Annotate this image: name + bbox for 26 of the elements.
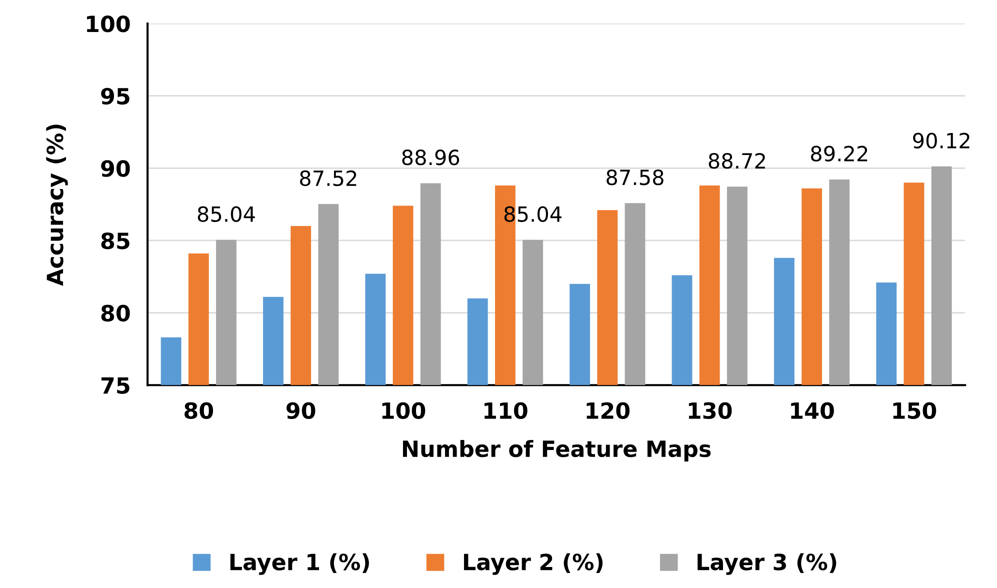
data-label: 89.22 [810, 146, 868, 162]
legend-label: Layer 3 (%) [698, 553, 836, 575]
data-label: 88.72 [708, 153, 765, 169]
y-tick-label: 95 [101, 88, 130, 105]
x-tick-label: 110 [484, 402, 528, 420]
x-tick-label: 120 [586, 402, 630, 420]
data-label: 87.52 [300, 170, 356, 186]
x-axis-title: Number of Feature Maps [403, 440, 711, 462]
y-tick-label: 75 [101, 377, 130, 394]
data-label: 85.04 [198, 206, 255, 222]
data-label: 87.58 [606, 169, 664, 186]
data-label: 90.12 [913, 132, 970, 149]
legend-label: Layer 1 (%) [230, 553, 369, 575]
data-label: 88.96 [402, 150, 460, 166]
x-tick-label: 80 [184, 402, 214, 420]
y-tick-label: 85 [101, 232, 130, 250]
y-tick-label: 80 [101, 304, 130, 322]
y-tick-label: 100 [87, 15, 130, 32]
x-tick-label: 130 [688, 402, 732, 420]
x-tick-label: 90 [286, 402, 316, 420]
x-tick-label: 150 [893, 402, 936, 420]
x-tick-label: 140 [791, 402, 834, 420]
x-tick-label: 100 [382, 402, 426, 420]
legend-label: Layer 2 (%) [464, 553, 603, 575]
y-axis-title: Accuracy (%) [46, 124, 68, 286]
y-tick-label: 90 [101, 160, 130, 177]
